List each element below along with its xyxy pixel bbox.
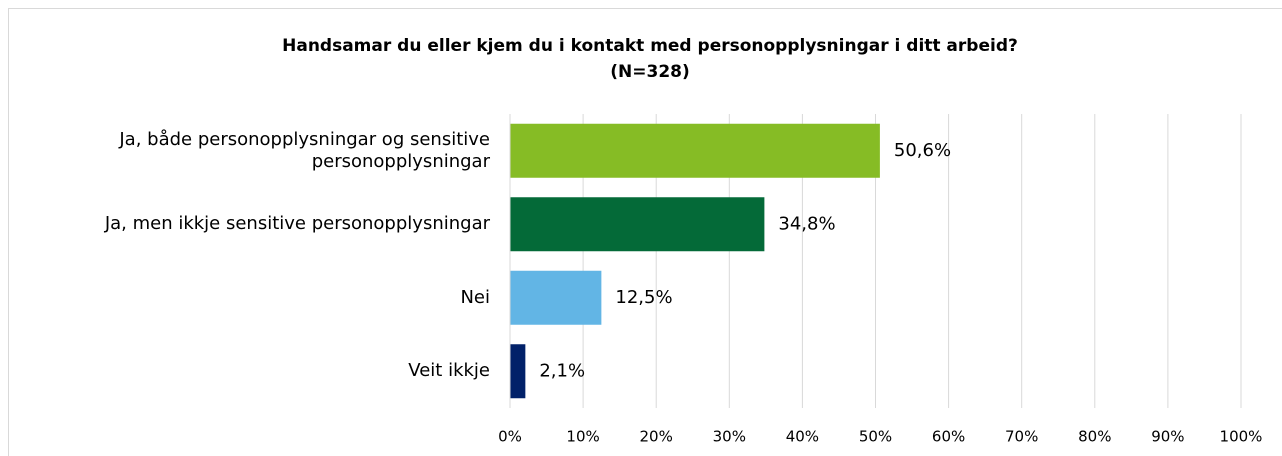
x-tick-label: 60% xyxy=(932,428,965,446)
chart-border xyxy=(8,8,1282,456)
x-tick-label: 50% xyxy=(859,428,892,446)
value-label: 34,8% xyxy=(778,213,835,234)
x-tick-label: 90% xyxy=(1151,428,1184,446)
bar xyxy=(510,344,526,399)
value-label: 12,5% xyxy=(615,287,672,308)
bar xyxy=(510,270,602,325)
bar xyxy=(510,123,880,178)
chart-title: Handsamar du eller kjem du i kontakt med… xyxy=(282,36,1018,56)
x-tick-label: 30% xyxy=(713,428,746,446)
category-label: Nei xyxy=(460,286,490,308)
chart-subtitle: (N=328) xyxy=(610,62,690,82)
x-tick-label: 0% xyxy=(498,428,522,446)
x-tick-label: 10% xyxy=(566,428,599,446)
x-tick-label: 70% xyxy=(1005,428,1038,446)
category-label: Ja, både personopplysningar og sensitive… xyxy=(119,128,490,172)
x-tick-label: 40% xyxy=(786,428,819,446)
bar xyxy=(510,197,765,252)
x-tick-label: 20% xyxy=(640,428,673,446)
value-label: 50,6% xyxy=(894,140,951,161)
x-tick-label: 80% xyxy=(1078,428,1111,446)
x-tick-label: 100% xyxy=(1220,428,1263,446)
category-label: Veit ikkje xyxy=(408,360,490,382)
value-label: 2,1% xyxy=(539,360,585,381)
category-label: Ja, men ikkje sensitive personopplysning… xyxy=(104,213,490,235)
